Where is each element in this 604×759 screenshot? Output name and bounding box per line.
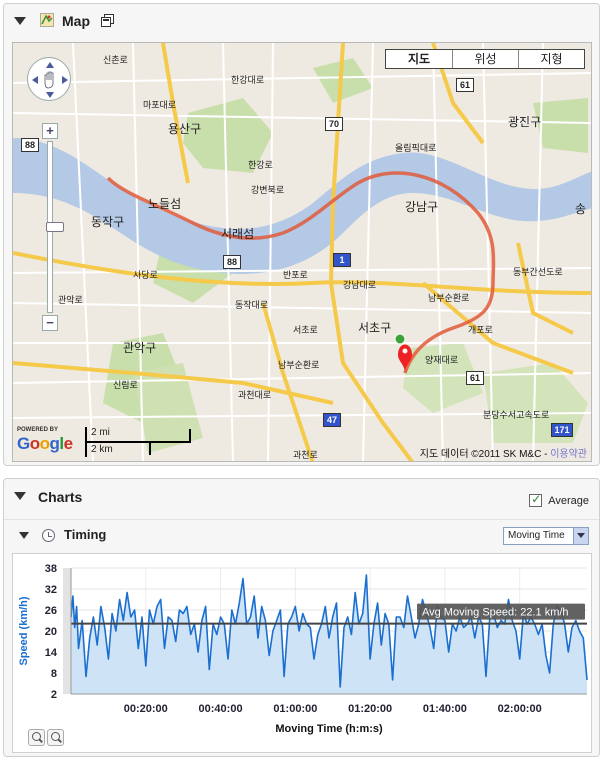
collapse-triangle-icon[interactable]	[14, 492, 26, 500]
zoom-out-icon[interactable]	[47, 729, 64, 746]
y-tick-label: 14	[45, 647, 58, 659]
x-axis-dropdown[interactable]: Moving Time	[503, 527, 589, 545]
x-tick-label: 02:00:00	[498, 703, 542, 715]
map-panel-title: Map	[62, 13, 90, 29]
map-type-map-button[interactable]: 지도	[407, 52, 431, 66]
x-tick-label: 00:20:00	[124, 703, 168, 715]
google-logo[interactable]: Google	[17, 434, 73, 453]
zoom-in-icon[interactable]	[28, 729, 45, 746]
scale-miles-label: 2 mi	[91, 427, 110, 438]
average-label: Avg Moving Speed: 22.1 km/h	[422, 607, 569, 619]
speed-chart[interactable]: 2 8 14 20 26 32 38 00:20:00 00:40:00 01:00:00 01:2…	[12, 553, 592, 753]
y-tick-label: 38	[45, 563, 57, 575]
y-tick-label: 8	[51, 668, 57, 680]
collapse-triangle-icon[interactable]	[19, 532, 29, 539]
x-tick-label: 01:40:00	[423, 703, 467, 715]
map-type-satellite-button[interactable]: 위성	[452, 50, 518, 68]
timing-section-header[interactable]: Timing Moving Time	[4, 519, 599, 549]
y-tick-label: 2	[51, 689, 57, 701]
clock-icon	[42, 529, 55, 542]
x-tick-label: 01:20:00	[348, 703, 392, 715]
scale-km-label: 2 km	[91, 444, 113, 455]
collapse-triangle-icon[interactable]	[14, 17, 26, 25]
zoom-slider-handle[interactable]	[46, 222, 64, 232]
map-type-terrain-button[interactable]: 지형	[518, 50, 584, 68]
zoom-out-button[interactable]: −	[42, 315, 58, 331]
hand-icon	[32, 62, 68, 98]
powered-by-text: POWERED BY	[17, 427, 59, 433]
pan-control[interactable]	[27, 57, 71, 101]
charts-panel: Charts Average Timing Moving Time 2 8 14 20…	[3, 478, 600, 757]
map-panel: Map	[3, 3, 600, 466]
average-label: Average	[548, 494, 589, 507]
map-canvas[interactable]	[13, 43, 592, 462]
y-axis-title: Speed (km/h)	[18, 596, 30, 665]
charts-panel-header[interactable]: Charts Average	[4, 479, 599, 513]
average-label-bg	[417, 603, 585, 620]
zoom-control: + −	[42, 123, 64, 333]
map-type-toggle: 지도 위성 지형	[385, 49, 585, 69]
zoom-slider[interactable]	[46, 141, 64, 313]
x-tick-label: 01:00:00	[273, 703, 317, 715]
x-axis-title: Moving Time (h:m:s)	[275, 723, 383, 735]
popout-icon[interactable]	[100, 13, 115, 28]
charts-panel-title: Charts	[38, 489, 83, 505]
map-panel-header[interactable]: Map	[4, 4, 599, 38]
chart-left-strip	[63, 568, 71, 694]
average-toggle[interactable]: Average	[529, 492, 589, 507]
y-tick-label: 20	[45, 626, 57, 638]
speed-area	[71, 575, 587, 694]
average-checkbox[interactable]	[529, 492, 543, 507]
y-tick-label: 32	[45, 584, 57, 596]
x-tick-label: 00:40:00	[199, 703, 243, 715]
map-scale: 2 mi 2 km	[85, 427, 195, 457]
y-tick-label: 26	[45, 605, 57, 617]
timing-title: Timing	[64, 527, 107, 542]
x-axis-dropdown-value: Moving Time	[508, 530, 565, 541]
zoom-in-button[interactable]: +	[42, 123, 58, 139]
map-attribution: 지도 데이터 ©2011 SK M&C - 이용약관	[420, 445, 587, 460]
map-icon	[40, 13, 54, 27]
speed-chart-svg[interactable]: 2 8 14 20 26 32 38 00:20:00 00:40:00 01:00:00 01:2…	[13, 554, 591, 752]
chevron-down-icon[interactable]	[573, 528, 588, 544]
chart-zoom-tools	[28, 729, 64, 746]
terms-link[interactable]: 이용약관	[550, 449, 587, 460]
map-view[interactable]: 신촌로 마포대로 용산구 한강로 강변북로 노들섬 서래섬 동작구 강남구 서초…	[12, 42, 592, 462]
attribution-text: 지도 데이터 ©2011 SK M&C -	[419, 449, 551, 460]
